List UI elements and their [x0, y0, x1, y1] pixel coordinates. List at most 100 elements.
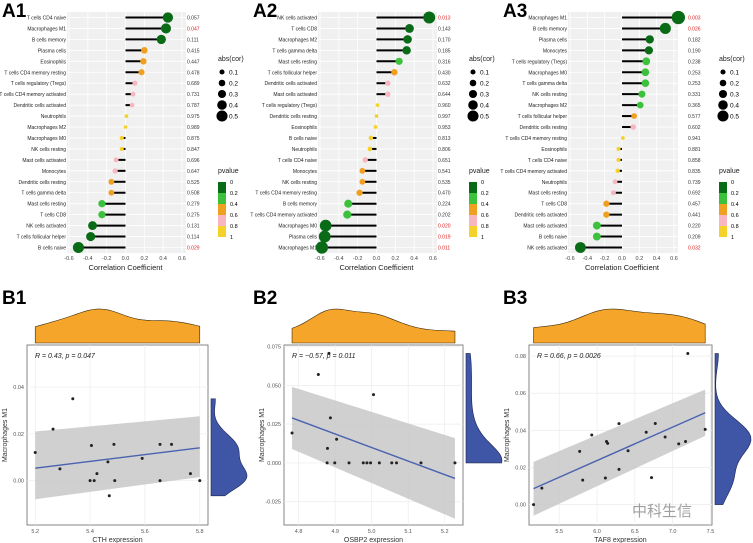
correlation-annotation: R = 0.66, p = 0.0026: [537, 353, 601, 360]
lollipop-dot: [119, 135, 124, 141]
x-axis-title: OSBP2 expression: [344, 537, 403, 543]
data-point: [290, 431, 294, 435]
lollipop-dot: [319, 219, 332, 232]
color-legend-swatch: [719, 193, 727, 204]
regression-line: [291, 417, 456, 480]
data-point: [644, 430, 648, 434]
color-legend-swatch: [469, 182, 477, 193]
cell-type-label: T cells regulatory (Tregs): [512, 59, 568, 65]
lollipop-dot: [344, 199, 353, 208]
y-tick-label: 0.02: [515, 465, 526, 471]
lollipop-dot: [362, 157, 368, 163]
p-value-label: 0.430: [438, 70, 451, 76]
cell-type-label: T cells CD4 naive: [278, 158, 317, 164]
cell-type-label: Neutrophils: [292, 147, 318, 153]
lollipop-dot: [141, 47, 148, 54]
x-tick-label: -0.6: [64, 256, 73, 262]
x-tick-label: 7.5: [707, 529, 715, 535]
p-value-label: 0.365: [688, 103, 701, 109]
lollipop-dot: [124, 114, 129, 118]
y-axis-title: Macrophages M1: [259, 408, 266, 462]
p-value-label: 0.647: [187, 169, 200, 175]
color-legend-tick: 0.2: [230, 191, 238, 197]
p-value-label: 0.316: [438, 59, 451, 65]
lollipop-dot: [375, 103, 380, 107]
x-density: [291, 308, 456, 344]
cell-type-label: T cells CD4 memory activated: [0, 92, 66, 98]
p-value-label: 0.441: [688, 213, 701, 219]
color-legend-title: pvalue: [719, 168, 740, 175]
confidence-band: [533, 389, 706, 516]
lollipop-dot: [391, 69, 398, 76]
p-value-label: 0.847: [187, 147, 200, 153]
cell-type-label: T cells CD4 memory activated: [500, 169, 567, 175]
data-point: [71, 397, 75, 401]
p-value-label: 0.415: [187, 48, 200, 54]
size-legend-dot: [717, 110, 729, 122]
cell-type-label: B cells memory: [283, 202, 318, 208]
lollipop-dot: [98, 210, 106, 219]
lollipop-dot: [318, 230, 331, 243]
x-tick-label: -0.2: [353, 256, 362, 262]
cell-type-label: Mast cells resting: [27, 202, 66, 208]
data-point: [112, 442, 116, 446]
x-tick-label: 6.5: [631, 529, 639, 535]
scatter-panel-B2: B2 4.8 4.9 5.0 5.1 5.2 -0.025 0.000 0.025 0.050 0.…: [253, 288, 503, 543]
data-point: [198, 479, 202, 483]
data-point: [677, 442, 681, 446]
y-axis-title: Macrophages M1: [504, 408, 511, 462]
x-tick-label: -0.4: [583, 256, 592, 262]
y-density: [714, 353, 752, 505]
regression-line: [533, 412, 706, 490]
p-value-label: 0.508: [187, 191, 200, 197]
cell-type-label: B cells memory: [533, 26, 568, 32]
lollipop-dot: [113, 157, 119, 163]
cell-type-label: T cells CD4 memory resting: [505, 136, 567, 142]
data-point: [170, 442, 174, 446]
data-point: [617, 467, 621, 471]
size-legend-label: 0.1: [480, 70, 489, 77]
x-tick-label: -0.4: [83, 256, 92, 262]
cell-type-label: T cells CD8: [291, 26, 317, 32]
color-legend-tick: 0.4: [230, 202, 238, 208]
p-value-label: 0.224: [438, 202, 451, 208]
lollipop-dot: [645, 35, 654, 44]
p-value-label: 0.003: [688, 16, 701, 22]
data-point: [372, 393, 375, 397]
cell-type-label: T cells CD8: [40, 213, 66, 219]
p-value-label: 0.858: [688, 158, 701, 164]
size-legend-label: 0.5: [480, 114, 489, 121]
cell-type-label: Dendritic cells resting: [269, 114, 317, 120]
p-value-label: 0.143: [438, 26, 451, 32]
lollipop-dot: [156, 34, 166, 45]
data-point: [617, 422, 621, 426]
p-value-label: 0.170: [438, 37, 451, 43]
panel-label: A2: [253, 1, 277, 22]
lollipop-dot: [575, 242, 586, 253]
lollipop-dot: [631, 113, 637, 119]
cell-type-label: T cells follicular helper: [268, 70, 318, 76]
data-point: [626, 449, 630, 453]
data-point: [335, 437, 339, 441]
p-value-label: 0.182: [688, 37, 701, 43]
panel-label: B1: [2, 288, 27, 309]
color-legend-tick: 0.6: [481, 213, 489, 219]
p-value-label: 0.047: [187, 26, 200, 32]
size-legend-label: 0.3: [229, 92, 238, 99]
x-tick-label: 5.1: [404, 529, 412, 535]
lollipop-dot: [108, 189, 115, 196]
cell-type-label: Mast cells resting: [528, 191, 567, 197]
confidence-band: [292, 386, 455, 519]
p-value-label: 0.019: [438, 235, 451, 241]
p-value-label: 0.275: [187, 213, 200, 219]
p-value-label: 0.013: [438, 16, 451, 22]
cell-type-label: T cells regulatory (Tregs): [11, 81, 67, 87]
color-legend-swatch: [719, 204, 727, 215]
lollipop-dot: [671, 10, 686, 25]
color-legend-swatch: [218, 226, 226, 237]
x-density: [533, 308, 706, 344]
x-tick-label: 5.5: [555, 529, 563, 535]
color-legend-title: pvalue: [218, 168, 239, 175]
data-point: [95, 472, 99, 476]
